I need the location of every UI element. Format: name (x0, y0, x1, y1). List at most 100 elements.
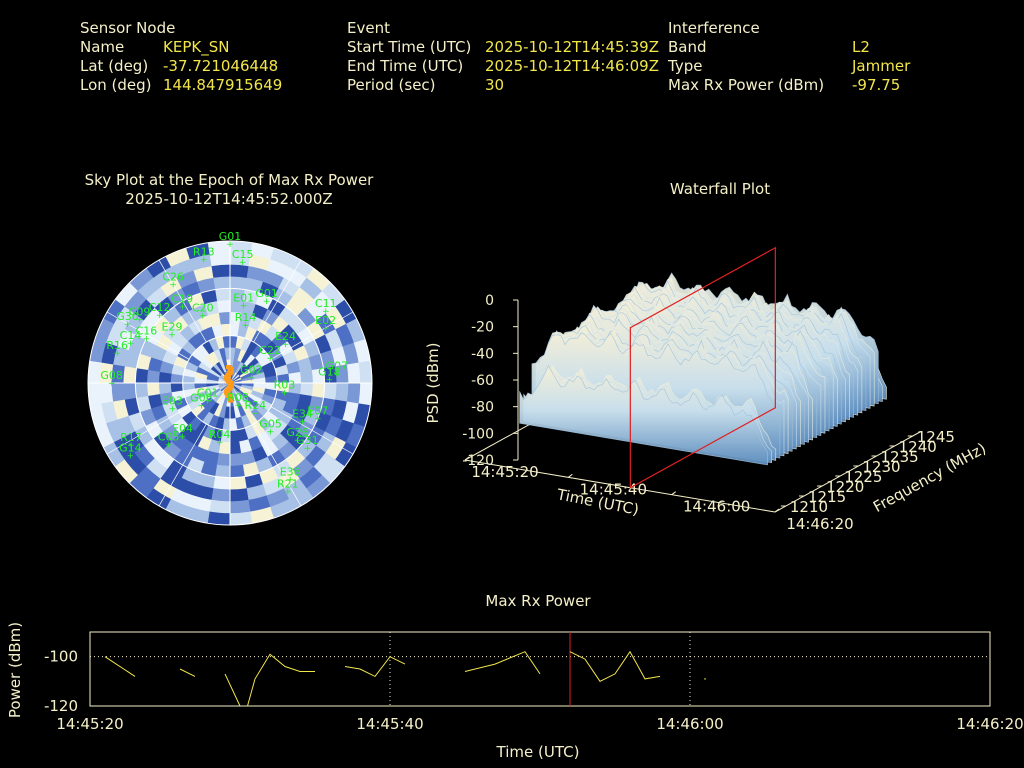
sky-cell (316, 313, 337, 336)
z-tick-label: -40 (471, 346, 494, 362)
satellite-marker: + (314, 414, 322, 424)
jammer-track (224, 365, 234, 403)
satellite-label: C20 (192, 302, 214, 315)
satellite-marker: + (169, 281, 177, 291)
power-segment (104, 656, 136, 677)
satellite-marker: + (108, 379, 116, 389)
satellite-marker: + (242, 321, 250, 331)
sky-cell (158, 382, 172, 395)
sky-cell (230, 264, 250, 278)
sky-cell (282, 350, 299, 366)
power-segment (179, 668, 196, 677)
sky-cell (342, 401, 360, 425)
sky-cell (319, 397, 336, 418)
satellite-marker: + (281, 389, 289, 399)
interference-heading: Interference (668, 19, 760, 37)
sky-cell (242, 461, 260, 478)
frequency-tick-label: 1245 (917, 428, 955, 446)
waterfall-axes: 0-20-40-60-80-100-12014:45:2014:45:4014:… (462, 293, 955, 533)
event-period-value: 30 (485, 76, 505, 94)
time-tick-label: 14:45:40 (356, 715, 423, 733)
sky-cell (322, 282, 347, 308)
sky-cell (305, 475, 331, 500)
sky-cell (134, 382, 149, 398)
sky-cell (191, 403, 205, 417)
sky-cell (235, 416, 245, 431)
sky-cell (299, 277, 324, 301)
sky-cell (150, 404, 167, 421)
sky-cell (105, 322, 126, 347)
sky-cell (222, 335, 231, 348)
sky-cell (272, 355, 287, 369)
sky-cell (228, 476, 247, 491)
sky-cell (263, 410, 279, 426)
sky-cell (237, 404, 247, 418)
max-power-grid (90, 632, 990, 706)
sky-cell (249, 361, 263, 373)
sky-cell (330, 399, 348, 421)
sky-cell (335, 383, 349, 403)
sky-cell (230, 311, 242, 325)
satellite-marker: + (286, 475, 294, 485)
sky-cell (230, 323, 240, 337)
event-start-value: 2025-10-12T14:45:39Z (485, 38, 659, 56)
sky-cell (263, 388, 278, 399)
sky-cell (358, 360, 372, 385)
sky-cell (220, 323, 231, 337)
sky-cell (230, 299, 244, 313)
sky-cell (170, 389, 185, 402)
sky-cell (215, 392, 225, 405)
sky-cell (250, 408, 264, 422)
sky-cell (230, 335, 238, 348)
power-segment (344, 656, 406, 678)
sky-cell (146, 255, 173, 278)
sky-cell (113, 458, 138, 484)
sky-cell (170, 382, 184, 393)
sky-cell (241, 379, 255, 384)
sky-cell (229, 406, 236, 419)
sky-cell (170, 373, 184, 383)
sky-cell (207, 241, 232, 255)
sky-cell (345, 318, 366, 345)
sky-cell (230, 241, 254, 255)
satellite-label: C11 (315, 297, 337, 310)
sky-cell (255, 349, 269, 363)
sky-cell (268, 404, 284, 419)
satellite-marker: + (127, 451, 135, 461)
sky-cell (153, 449, 175, 470)
sky-cell (235, 361, 245, 374)
sky-cell (246, 396, 260, 409)
satellite-label: E34 (292, 408, 313, 421)
interference-type-value: Jammer (852, 57, 911, 75)
sky-cell (112, 435, 135, 460)
sky-cell (315, 431, 336, 454)
sky-cell (204, 399, 217, 413)
sky-cell (207, 312, 222, 327)
satellite-label: G05 (259, 417, 282, 430)
satellite-label: C26 (162, 271, 184, 284)
sky-cell (342, 342, 360, 366)
sky-cell (192, 303, 209, 320)
frequency-tick-label: 1225 (844, 468, 882, 486)
frequency-tick-label: 1230 (862, 458, 900, 476)
sky-cell (230, 374, 241, 383)
sky-cell (324, 329, 344, 352)
sky-cell (124, 396, 140, 417)
psd-axis-label: PSD (dBm) (424, 342, 442, 423)
z-tick-label: -20 (471, 320, 494, 336)
sky-cell (194, 421, 209, 437)
waterfall-plot: 0-20-40-60-80-100-12014:45:2014:45:4014:… (424, 246, 989, 533)
sky-cell (325, 306, 348, 331)
power-point (704, 678, 706, 680)
sky-cell (245, 411, 259, 426)
z-tick-label: 0 (485, 293, 494, 309)
satellite-marker: + (234, 401, 242, 411)
sky-cell (216, 453, 230, 467)
z-tick-label: -80 (471, 400, 494, 416)
sky-azimuth-spoke (158, 423, 207, 507)
sky-cell (236, 391, 248, 403)
satellite-marker: + (226, 240, 234, 250)
sky-cell (346, 383, 361, 405)
sky-cell (251, 446, 268, 463)
